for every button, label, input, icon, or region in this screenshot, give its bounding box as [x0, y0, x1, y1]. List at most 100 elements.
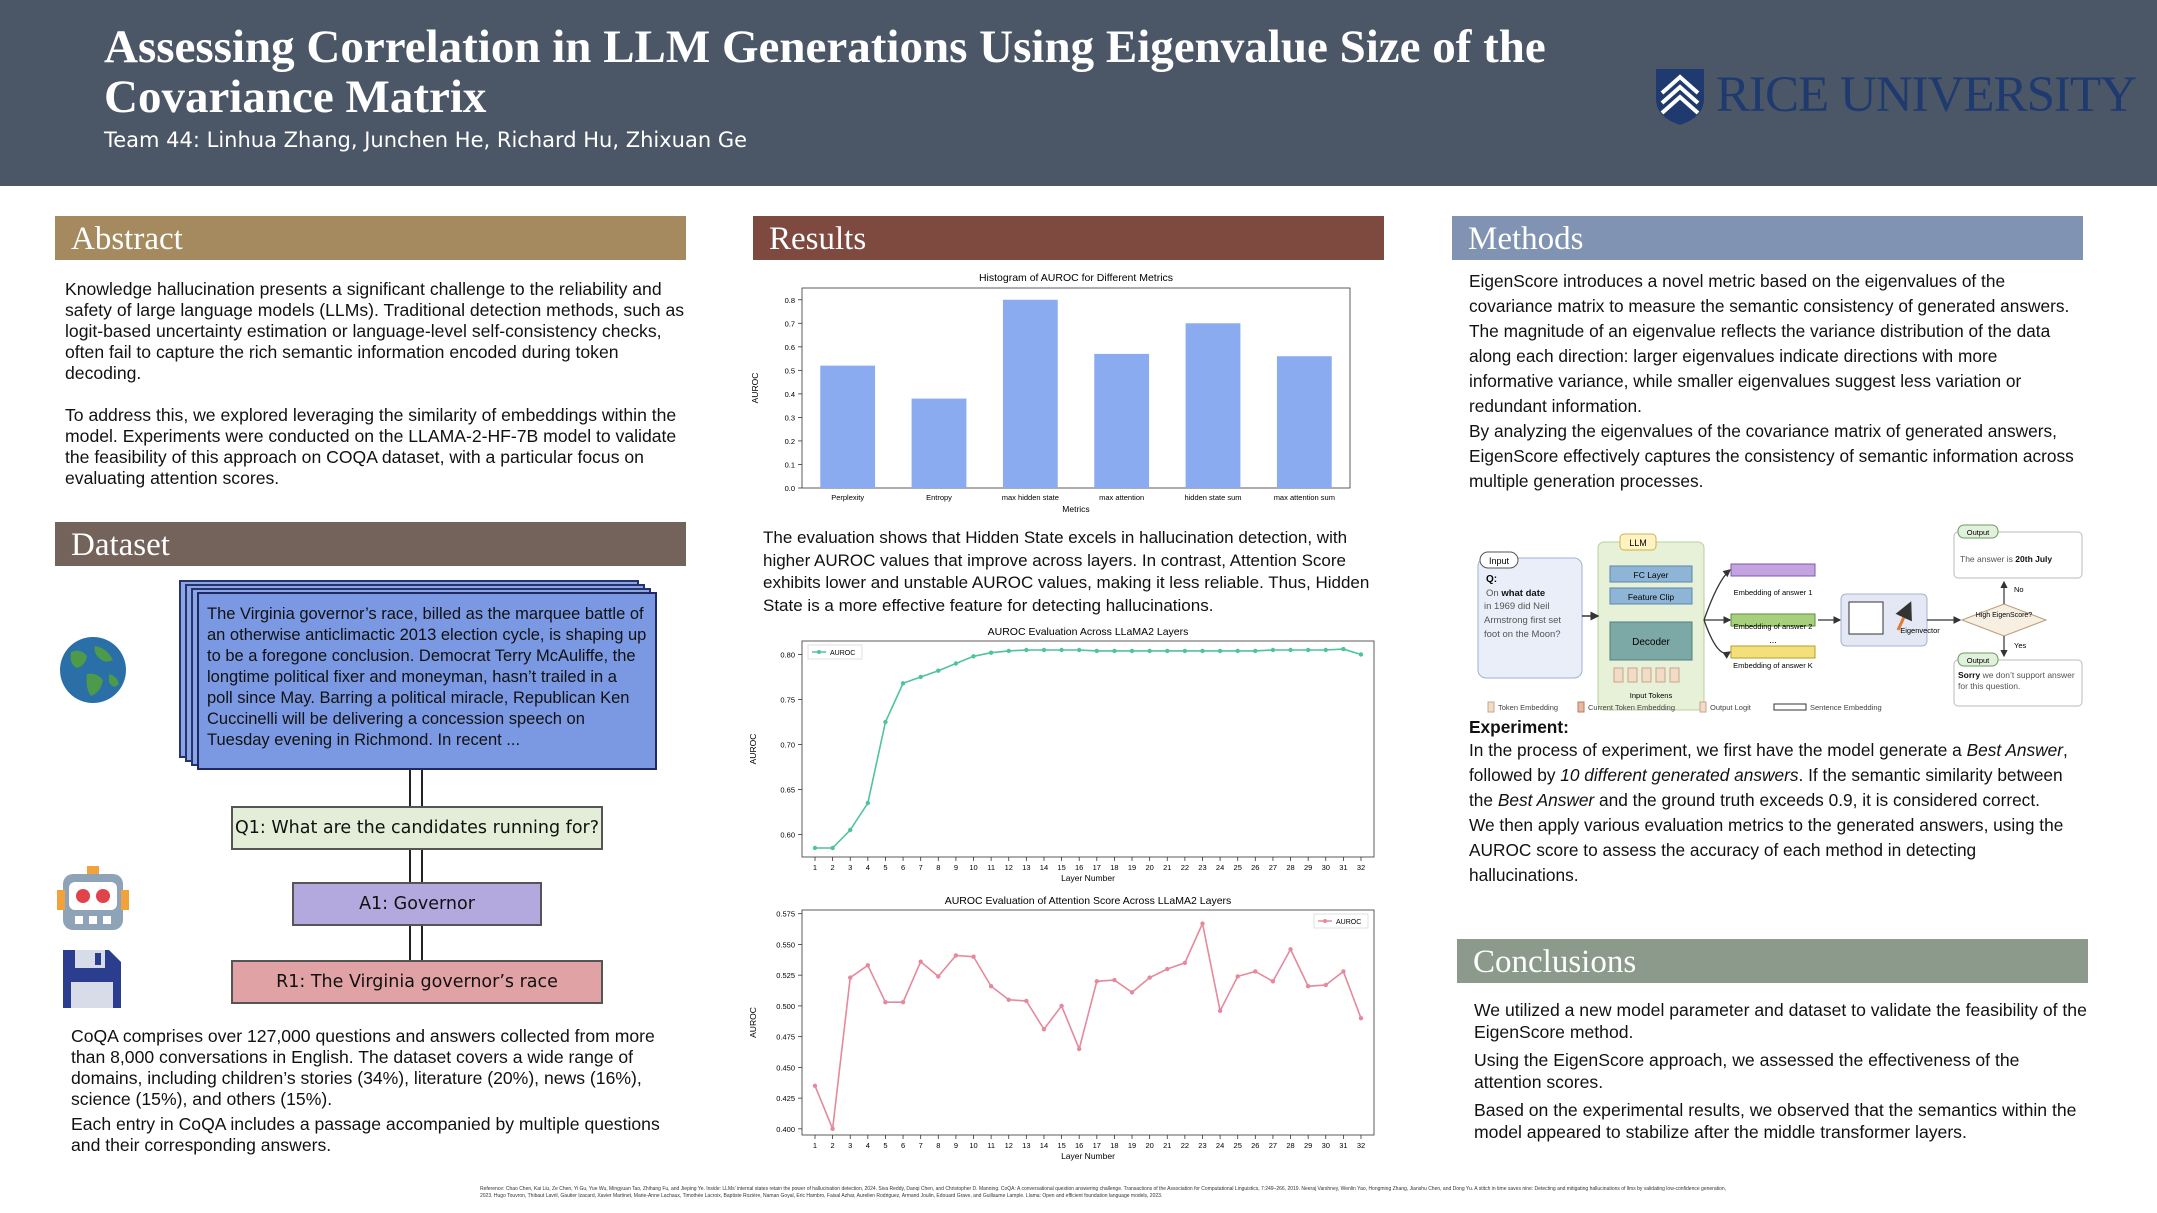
abstract-paragraph-2: To address this, we explored leveraging … [65, 405, 677, 488]
data-point [1235, 974, 1240, 979]
data-point [1182, 648, 1188, 654]
x-tick-label: 11 [987, 863, 995, 872]
connector-passage-q1 [409, 770, 423, 806]
data-point [918, 674, 923, 680]
llm-tag [1619, 533, 1657, 551]
data-point [1076, 647, 1082, 653]
data-point [988, 984, 994, 989]
x-tick-label: 1 [813, 863, 817, 872]
embedding-dots: ... [1769, 635, 1777, 645]
methods-paragraph-1: EigenScore introduces a novel metric bas… [1469, 271, 2070, 316]
title-line-1: Assessing Correlation in LLM Generations… [104, 21, 1546, 73]
x-tick-label: 21 [1163, 1141, 1171, 1150]
exp-text-c: , followed by [1469, 740, 2068, 785]
bar [1094, 353, 1150, 488]
x-tick-label: 32 [1357, 863, 1365, 872]
decision-label: High EigenScore? [1976, 612, 2033, 619]
data-point [848, 975, 853, 980]
x-tick-label: 23 [1198, 1141, 1206, 1150]
data-point [1112, 977, 1117, 983]
data-point [1341, 969, 1346, 974]
x-tick-label: max hidden state [1002, 493, 1059, 502]
output-top-box [1953, 531, 2083, 579]
x-tick-label: 7 [919, 863, 923, 872]
data-point [1253, 648, 1258, 654]
x-tick-label: 14 [1040, 1141, 1048, 1150]
output-bottom-tag [1957, 652, 1999, 667]
authors: Team 44: Linhua Zhang, Junchen He, Richa… [104, 128, 748, 152]
x-tick-label: Entropy [926, 493, 952, 502]
conclusion-paragraph-2: Using the EigenScore approach, we assess… [1474, 1050, 2020, 1092]
legend-token-swatch [1487, 701, 1495, 713]
attention-score-line-chart: AUROC Evaluation of Attention Score Acro… [748, 895, 1375, 1161]
x-tick-label: 10 [969, 1141, 977, 1150]
data-point [1288, 647, 1293, 653]
x-tick-label: 9 [954, 1141, 958, 1150]
chart-title: AUROC Evaluation Across LLaMA2 Layers [988, 626, 1189, 638]
q-text-line1: On what date [1486, 588, 1545, 599]
x-tick-label: 16 [1075, 863, 1083, 872]
legend-label: AUROC [830, 650, 855, 657]
x-tick-label: 6 [901, 1141, 905, 1150]
conclusion-paragraph-1: We utilized a new model parameter and da… [1474, 1000, 2087, 1042]
data-point [1041, 1027, 1047, 1032]
x-tick-label: 9 [954, 863, 958, 872]
x-tick-label: 5 [883, 863, 887, 872]
y-tick-label: 0.425 [776, 1094, 795, 1103]
legend-label: AUROC [1336, 919, 1361, 926]
output-top-label: Output [1967, 528, 1990, 537]
dataset-paragraph-1: CoQA comprises over 127,000 questions an… [71, 1026, 655, 1109]
floppy-disk-icon [63, 950, 121, 1008]
x-tick-label: 8 [936, 863, 940, 872]
data-point [1076, 1046, 1082, 1052]
decision-no-label: No [2014, 585, 2024, 594]
data-point [1217, 1008, 1223, 1014]
x-tick-label: 10 [969, 863, 977, 872]
connector-q1-a1 [409, 850, 423, 882]
experiment-heading: Experiment: [1469, 717, 1569, 737]
output-bottom-label: Output [1967, 656, 1990, 665]
data-point [1200, 648, 1205, 654]
branch-arrow-1 [1703, 569, 1731, 621]
methods-paragraph-2: The magnitude of an eigenvalue reflects … [1469, 321, 2051, 416]
chart-title: Histogram of AUROC for Different Metrics [979, 272, 1173, 284]
data-point [1112, 648, 1117, 654]
y-tick-label: 0.70 [780, 741, 795, 750]
data-point [1129, 990, 1135, 995]
output-top-text: The answer is 20th July [1960, 554, 2052, 564]
data-point [1006, 997, 1011, 1002]
x-tick-label: 5 [883, 1141, 887, 1150]
x-tick-label: 18 [1110, 863, 1118, 872]
llm-label: LLM [1629, 538, 1647, 548]
y-tick-label: 0.8 [785, 296, 795, 305]
fc-layer-box [1609, 565, 1693, 583]
x-tick-label: 17 [1093, 1141, 1101, 1150]
poster-header: Assessing Correlation in LLM Generations… [0, 0, 2157, 186]
data-point [900, 1000, 906, 1005]
data-point [1129, 648, 1135, 654]
methods-heading: Methods [1452, 216, 2083, 260]
y-tick-label: 0.550 [776, 940, 795, 949]
data-point [1165, 966, 1170, 972]
x-tick-label: 30 [1322, 1141, 1330, 1150]
x-tick-label: 26 [1251, 1141, 1259, 1150]
x-tick-label: 27 [1269, 863, 1277, 872]
covariance-matrix-icon [1848, 601, 1884, 635]
embedding-row-k [1730, 645, 1816, 659]
data-point [936, 668, 941, 673]
output-top-bold: 20th July [2015, 554, 2052, 564]
y-tick-label: 0.7 [785, 319, 795, 328]
series-line [815, 648, 1362, 849]
hidden-state-line-chart: AUROC Evaluation Across LLaMA2 Layers 0.6… [748, 626, 1375, 883]
output-top-tag [1957, 524, 1999, 539]
input-tag [1479, 551, 1519, 569]
x-tick-label: 20 [1145, 863, 1153, 872]
abstract-heading: Abstract [55, 216, 686, 260]
x-axis-label: Layer Number [1061, 873, 1115, 883]
y-tick-label: 0.475 [776, 1033, 795, 1042]
input-tokens-label: Input Tokens [1630, 691, 1673, 700]
y-tick-label: 0.1 [785, 460, 795, 469]
y-tick-label: 0.500 [776, 1002, 795, 1011]
legend-box [807, 644, 863, 660]
data-point [918, 959, 923, 964]
